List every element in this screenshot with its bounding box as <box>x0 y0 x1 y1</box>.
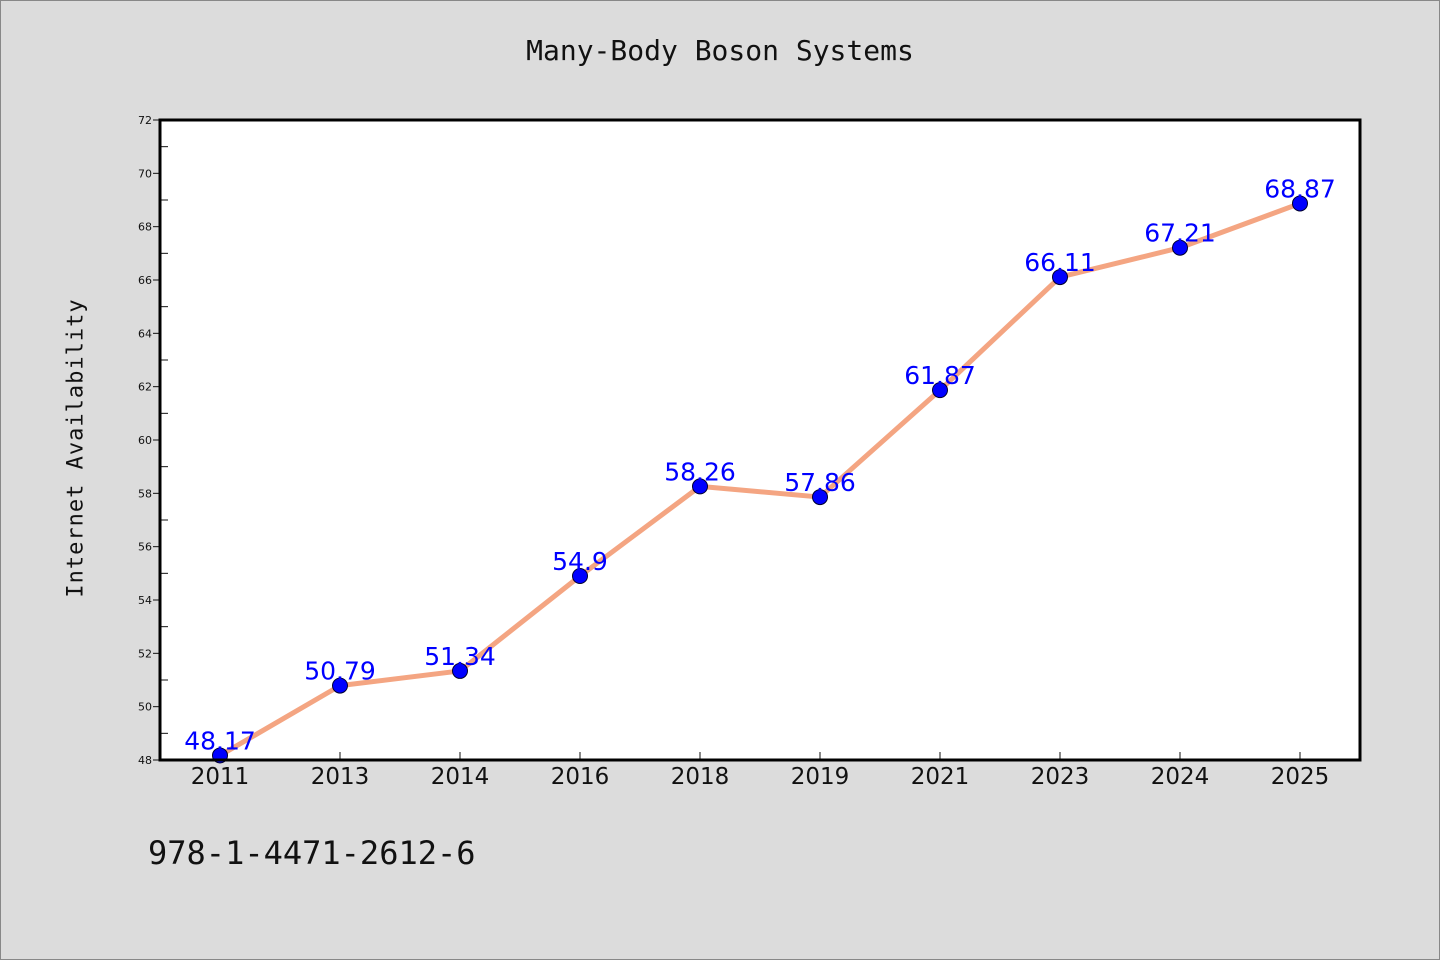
data-label: 57.86 <box>784 468 856 497</box>
data-point <box>332 677 348 694</box>
y-tick-label: 50 <box>138 701 152 714</box>
data-point <box>1292 195 1308 212</box>
data-label: 68.87 <box>1264 174 1336 203</box>
x-tick-label: 2011 <box>191 764 250 790</box>
data-point <box>692 478 708 495</box>
data-label: 66.11 <box>1024 248 1096 277</box>
data-point <box>1052 269 1068 286</box>
series-line <box>217 200 1303 758</box>
data-point <box>452 662 468 679</box>
data-point <box>1172 239 1188 256</box>
data-label: 61.87 <box>904 361 976 390</box>
x-tick-label: 2013 <box>311 764 370 790</box>
plot-border <box>158 118 1362 762</box>
y-tick-label: 62 <box>138 381 152 394</box>
x-tick-label: 2024 <box>1151 764 1210 790</box>
y-tick-label: 68 <box>138 221 152 234</box>
x-tick-label: 2014 <box>431 764 490 790</box>
chart-title: Many-Body Boson Systems <box>526 34 914 67</box>
x-tick-label: 2016 <box>551 764 610 790</box>
data-label: 67.21 <box>1144 219 1216 248</box>
data-label: 58.26 <box>664 457 736 486</box>
y-tick-label: 54 <box>138 594 152 607</box>
y-tick-label: 64 <box>138 327 152 340</box>
y-tick-label: 52 <box>138 647 152 660</box>
data-label: 54.9 <box>552 547 608 576</box>
x-tick-label: 2019 <box>791 764 850 790</box>
y-tick-label: 48 <box>138 754 152 767</box>
x-tick-label: 2021 <box>911 764 970 790</box>
x-tick-label: 2023 <box>1031 764 1090 790</box>
y-tick-label: 66 <box>138 274 152 287</box>
data-point <box>932 382 948 399</box>
isbn-text: 978-1-4471-2612-6 <box>148 834 476 872</box>
y-tick-label: 70 <box>138 167 152 180</box>
data-label: 50.79 <box>304 657 376 686</box>
plot-area <box>160 120 1360 760</box>
x-tick-label: 2018 <box>671 764 730 790</box>
y-tick-label: 72 <box>138 114 152 127</box>
y-tick-label: 56 <box>138 541 152 554</box>
data-label: 51.34 <box>424 642 496 671</box>
data-point <box>812 489 828 506</box>
y-tick-label: 58 <box>138 487 152 500</box>
data-label: 48.17 <box>184 726 256 755</box>
data-point <box>572 568 588 584</box>
y-tick-label: 60 <box>138 434 152 447</box>
x-tick-label: 2025 <box>1271 764 1330 790</box>
